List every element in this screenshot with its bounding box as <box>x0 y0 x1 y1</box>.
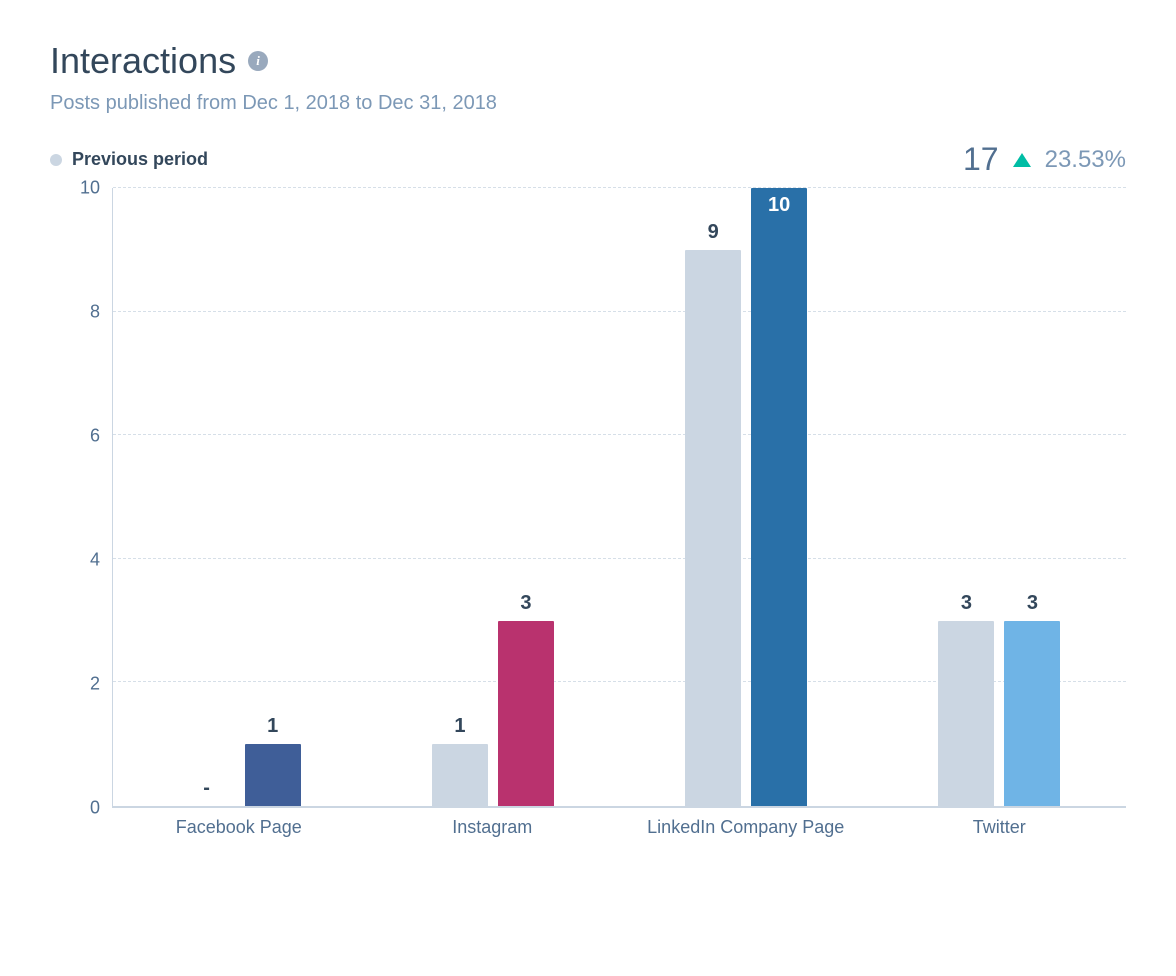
delta-up-icon <box>1013 153 1031 167</box>
chart-subtitle: Posts published from Dec 1, 2018 to Dec … <box>50 92 1126 115</box>
category-group: 9 10 <box>620 188 873 806</box>
bar-value-label: - <box>203 777 210 800</box>
bar-value-label: 9 <box>708 221 719 244</box>
category-group: 33 <box>873 188 1126 806</box>
bar-current[interactable]: 3 <box>498 621 554 806</box>
y-tick-label: 8 <box>90 302 100 323</box>
interactions-chart: 0246810 -11391033 Facebook PageInstagram… <box>50 188 1126 839</box>
x-axis-label: LinkedIn Company Page <box>619 816 873 839</box>
x-axis-label: Facebook Page <box>112 816 366 839</box>
y-axis: 0246810 <box>50 188 112 808</box>
bar-previous[interactable]: 3 <box>938 621 994 806</box>
chart-title: Interactions <box>50 40 236 82</box>
y-tick-label: 0 <box>90 798 100 819</box>
bar-value-label: 10 <box>768 194 790 217</box>
category-group: -1 <box>113 188 366 806</box>
delta-percentage: 23.53% <box>1045 146 1126 174</box>
legend-dot-icon <box>50 154 62 166</box>
bar-value-label: 3 <box>961 592 972 615</box>
bar-previous[interactable]: 1 <box>432 744 488 806</box>
chart-header: Interactions i Posts published from Dec … <box>50 40 1126 115</box>
y-tick-label: 10 <box>80 178 100 199</box>
summary-total: 17 <box>963 141 999 178</box>
plot-area: -11391033 <box>112 188 1126 808</box>
info-icon[interactable]: i <box>248 51 268 71</box>
y-tick-label: 2 <box>90 674 100 695</box>
bars-layer: -11391033 <box>113 188 1126 806</box>
bar-current[interactable]: 3 <box>1004 621 1060 806</box>
bar-value-label: 1 <box>454 715 465 738</box>
bar-value-label: 1 <box>267 715 278 738</box>
x-axis-label: Twitter <box>873 816 1127 839</box>
y-tick-label: 6 <box>90 426 100 447</box>
x-axis: Facebook PageInstagramLinkedIn Company P… <box>112 816 1126 839</box>
bar-value-label: 3 <box>520 592 531 615</box>
category-group: 13 <box>366 188 619 806</box>
bar-value-label: 3 <box>1027 592 1038 615</box>
bar-current[interactable]: 1 <box>245 744 301 806</box>
summary-row: Previous period 17 23.53% <box>50 141 1126 178</box>
bar-previous[interactable]: 9 <box>685 250 741 806</box>
summary-stats: 17 23.53% <box>963 141 1126 178</box>
bar-current[interactable]: 10 <box>751 188 807 806</box>
x-axis-label: Instagram <box>366 816 620 839</box>
legend-label: Previous period <box>72 149 208 170</box>
y-tick-label: 4 <box>90 550 100 571</box>
legend-previous[interactable]: Previous period <box>50 149 208 170</box>
